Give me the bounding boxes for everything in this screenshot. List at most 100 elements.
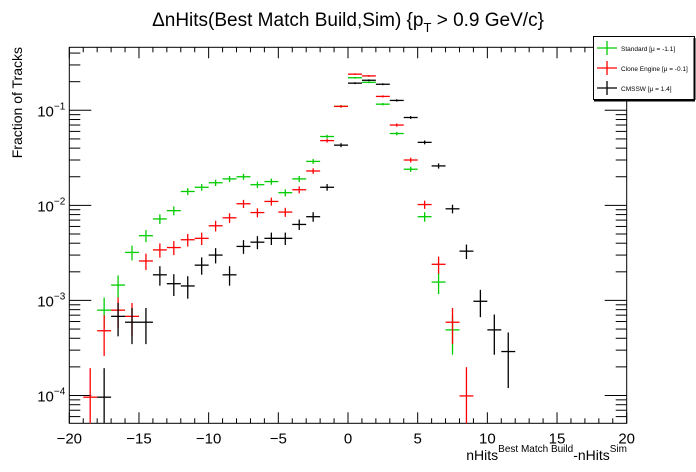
y-tick-label: 10−4	[37, 387, 66, 406]
data-point	[431, 256, 446, 274]
data-point	[389, 123, 404, 127]
data-point	[348, 82, 362, 85]
legend-entry: Clone Engine [μ = -0.1]	[597, 61, 688, 75]
data-point	[111, 302, 126, 337]
data-point	[125, 307, 139, 345]
data-point	[431, 272, 446, 295]
data-point	[348, 73, 362, 76]
data-point	[111, 275, 126, 298]
data-point	[264, 178, 279, 185]
data-point	[194, 232, 209, 246]
x-axis-label-sup1: Best Match Build	[498, 444, 573, 455]
data-point	[166, 206, 181, 216]
x-tick-label: 0	[344, 430, 352, 447]
data-point	[375, 95, 390, 98]
data-point	[180, 233, 195, 247]
data-point	[403, 116, 418, 119]
data-point	[222, 266, 237, 286]
data-point	[264, 197, 279, 206]
x-tick-label: −5	[270, 430, 287, 447]
chart-title-sub: T	[423, 20, 431, 35]
data-point	[403, 166, 418, 172]
data-point	[320, 134, 335, 139]
data-point	[83, 368, 98, 424]
data-point	[208, 220, 223, 232]
data-point	[403, 157, 418, 163]
data-point	[445, 204, 460, 214]
data-point	[473, 289, 488, 318]
data-point	[459, 244, 474, 260]
data-point	[389, 99, 404, 102]
x-tick-label: −10	[196, 430, 221, 447]
series-cmssw	[97, 79, 516, 424]
data-point	[278, 189, 293, 197]
data-point	[417, 140, 432, 145]
data-point	[250, 181, 265, 189]
x-tick-label: 10	[479, 430, 496, 447]
legend-entry: CMSSW [μ = 1.4]	[597, 81, 672, 95]
chart-title: ΔnHits(Best Match Build,Sim) {pT > 0.9 G…	[152, 10, 544, 35]
data-point	[361, 79, 376, 82]
data-point	[487, 314, 502, 355]
data-point	[459, 367, 474, 424]
data-point	[375, 83, 390, 86]
legend: Standard [μ = -1.1] Clone Engine [μ = -0.…	[593, 36, 696, 102]
x-tick-label: −20	[57, 430, 82, 447]
data-point	[208, 248, 223, 264]
data-point	[152, 243, 167, 258]
data-point	[180, 276, 195, 299]
data-point	[361, 81, 376, 84]
chart-title-main: ΔnHits(Best Match Build,Sim) {p	[152, 10, 423, 31]
x-tick-label: 5	[414, 430, 422, 447]
data-point	[138, 307, 153, 345]
data-point	[306, 212, 321, 222]
data-point	[445, 307, 460, 345]
legend-label: Clone Engine [μ = -0.1]	[621, 66, 688, 73]
x-axis-label-main: nHits	[466, 447, 498, 463]
x-tick-label: 15	[549, 430, 566, 447]
data-point	[194, 184, 209, 191]
legend-label: Standard [μ = -1.1]	[621, 46, 675, 53]
legend-entry: Standard [μ = -1.1]	[597, 41, 675, 55]
data-point	[180, 188, 195, 196]
y-axis-label: Fraction of Tracks	[9, 47, 25, 158]
data-point	[278, 207, 293, 217]
y-tick-label: 10−1	[37, 101, 66, 120]
data-point	[320, 184, 335, 191]
data-point	[166, 241, 181, 256]
data-point	[431, 163, 446, 169]
data-marks	[83, 73, 516, 424]
data-point	[348, 76, 362, 79]
data-point	[389, 131, 404, 136]
data-point	[278, 232, 293, 246]
data-point	[292, 186, 307, 194]
data-point	[166, 274, 181, 297]
data-point	[125, 245, 139, 261]
data-point	[236, 199, 251, 209]
data-point	[501, 332, 516, 389]
data-point	[138, 253, 153, 270]
x-tick-label: 20	[618, 430, 635, 447]
y-tick-label: 10−2	[37, 196, 66, 215]
data-point	[194, 257, 209, 275]
data-point	[375, 102, 390, 106]
data-point	[250, 208, 265, 218]
data-point	[97, 368, 112, 424]
x-axis-label-mid: -nHits	[573, 447, 610, 463]
data-point	[222, 175, 237, 182]
series-clone-engine	[83, 73, 474, 424]
data-point	[97, 315, 112, 356]
data-point	[152, 214, 167, 225]
data-point	[236, 173, 251, 180]
data-point	[292, 175, 307, 182]
data-point	[417, 212, 432, 222]
data-point	[138, 230, 153, 243]
axes: −20 −15 −10 −5 0 5 10 15 20 10−1 10−2 10−3 10−4	[37, 46, 635, 447]
x-tick-label: −15	[126, 430, 151, 447]
data-point	[417, 200, 432, 209]
x-axis-label-sup2: Sim	[610, 444, 627, 455]
data-point	[320, 138, 335, 143]
data-point	[236, 240, 251, 254]
data-point	[306, 168, 321, 174]
